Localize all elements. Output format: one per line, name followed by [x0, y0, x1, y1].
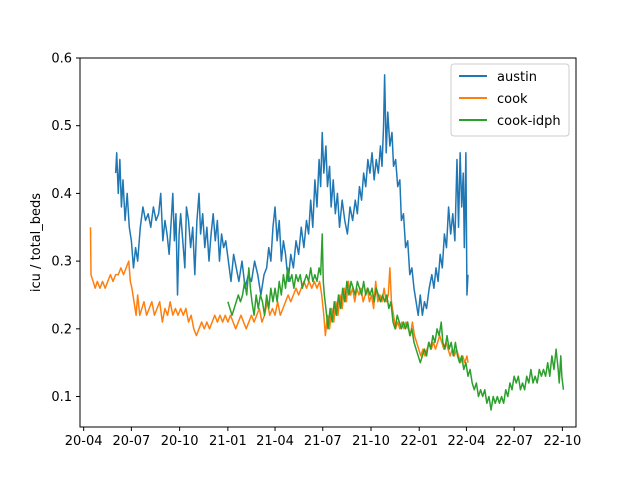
x-tick-label: 22-10: [543, 434, 581, 449]
x-tick-label: 21-07: [304, 434, 342, 449]
legend: austin cook cook-idph: [450, 63, 570, 137]
y-tick-label: 0.2: [51, 322, 72, 337]
x-tick-label: 21-01: [209, 434, 247, 449]
series-layer: [89, 74, 565, 411]
y-tick-label: 0.1: [51, 390, 72, 405]
y-axis-label: icu / total_beds: [29, 193, 44, 292]
series-line-austin: [114, 74, 469, 317]
y-tick-label: 0.3: [51, 255, 72, 270]
x-tick-label: 20-07: [112, 434, 150, 449]
legend-label: cook: [497, 92, 528, 107]
x-tick-label: 20-04: [65, 434, 103, 449]
legend-label: cook-idph: [497, 114, 561, 129]
x-tick-label: 22-07: [495, 434, 533, 449]
legend-entry-cook-idph: cook-idph: [459, 114, 561, 129]
legend-label: austin: [497, 70, 537, 85]
axes-frame: [79, 57, 577, 428]
legend-box: [450, 63, 570, 137]
x-tick-label: 22-01: [400, 434, 438, 449]
x-tick-label: 22-04: [448, 434, 486, 449]
y-tick-label: 0.5: [51, 119, 72, 134]
legend-entry-austin: austin: [459, 70, 537, 85]
x-tick-label: 21-10: [352, 434, 390, 449]
x-tick-label: 21-04: [256, 434, 294, 449]
series-line-cook: [89, 227, 469, 364]
y-axis: 0.1 0.2 0.3 0.4 0.5 0.6: [51, 52, 80, 405]
y-tick-label: 0.4: [51, 187, 72, 202]
legend-entry-cook: cook: [459, 92, 528, 107]
series-line-cook-idph: [227, 233, 565, 411]
x-axis: 20-04 20-07 20-10 21-01 21-04 21-07 21-10 22-01…: [65, 427, 581, 449]
x-tick-label: 20-10: [161, 434, 199, 449]
y-tick-label: 0.6: [51, 52, 72, 67]
